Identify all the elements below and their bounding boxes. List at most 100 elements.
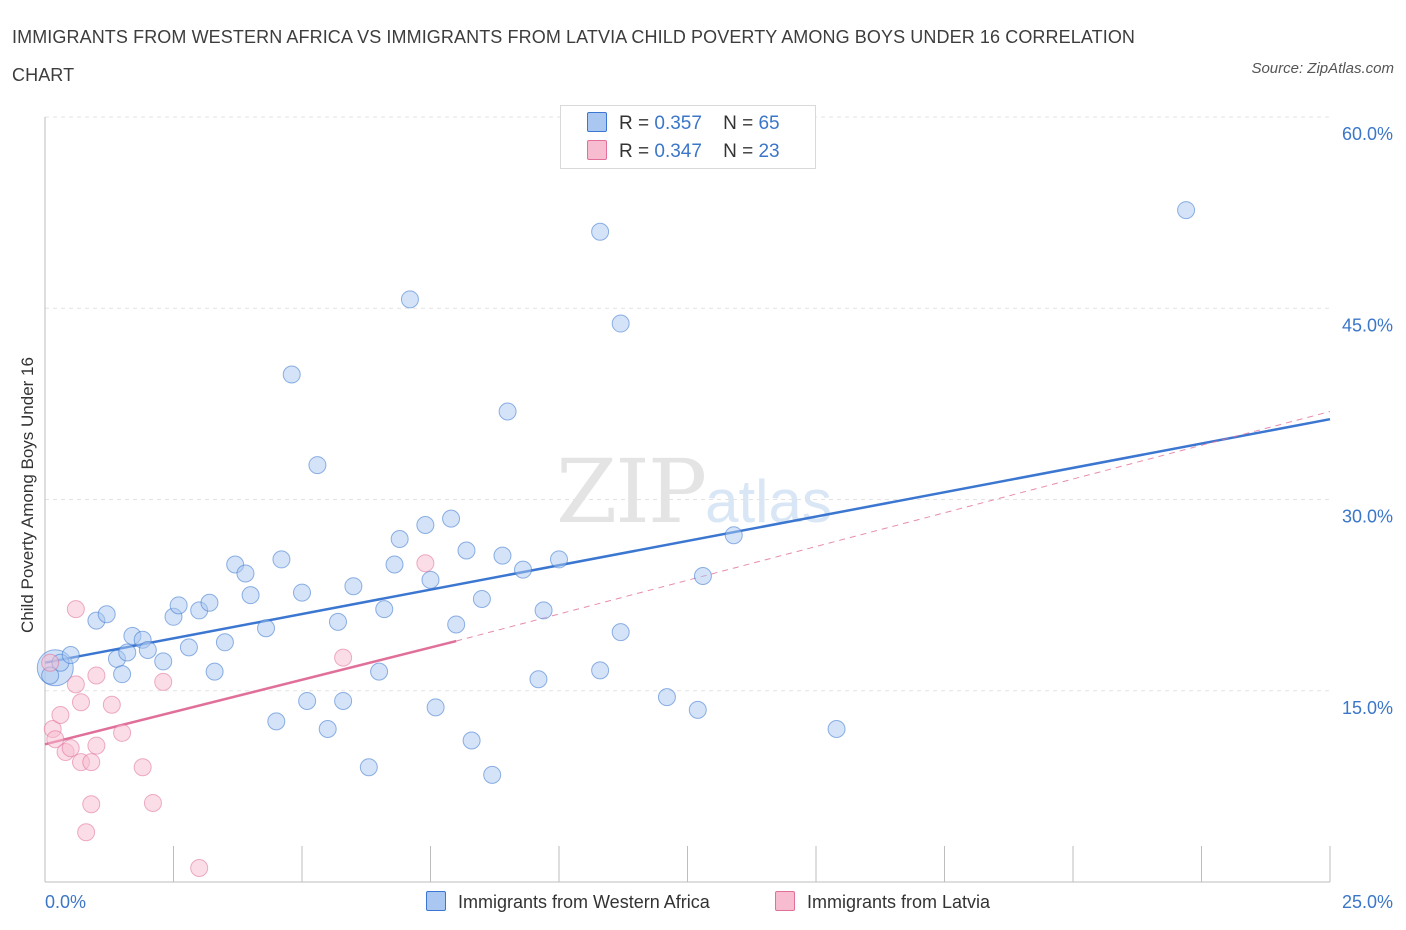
point-western-africa (154, 652, 173, 671)
axes (44, 117, 1331, 883)
r-value: 0.357 (654, 113, 702, 134)
point-western-africa (241, 586, 260, 605)
point-western-africa (693, 567, 712, 585)
point-latvia (113, 723, 132, 742)
point-western-africa (611, 623, 630, 642)
point-latvia (102, 695, 121, 714)
point-western-africa (498, 402, 517, 421)
point-western-africa (390, 530, 409, 549)
point-western-africa (370, 662, 389, 681)
point-latvia (66, 600, 85, 619)
point-latvia (66, 675, 85, 694)
point-latvia (190, 858, 209, 877)
source-note: Source: ZipAtlas.com (1251, 60, 1394, 77)
point-western-africa (462, 731, 481, 750)
point-latvia (154, 672, 173, 691)
point-western-africa (483, 765, 502, 784)
point-western-africa (688, 700, 707, 719)
legend: Immigrants from Western Africa Immigrant… (0, 888, 1406, 918)
chart-title: IMMIGRANTS FROM WESTERN AFRICA VS IMMIGR… (12, 27, 1136, 85)
point-western-africa (282, 365, 301, 384)
point-latvia (77, 823, 96, 842)
point-western-africa (385, 555, 404, 574)
point-western-africa (529, 670, 548, 689)
point-western-africa (179, 638, 198, 657)
n-label: N = (723, 113, 754, 134)
point-western-africa (334, 691, 353, 710)
point-western-africa (272, 550, 291, 569)
point-western-africa (426, 698, 445, 717)
point-latvia (51, 705, 70, 724)
legend-item-western-africa[interactable]: Immigrants from Western Africa (426, 888, 710, 916)
point-latvia (46, 730, 65, 749)
point-western-africa (236, 564, 255, 583)
point-latvia (416, 554, 435, 573)
r-value: 0.347 (654, 141, 702, 162)
point-western-africa (611, 314, 630, 333)
point-western-africa (591, 661, 610, 680)
trend-line-latvia-extended (456, 411, 1331, 642)
trend-line-western-africa (44, 417, 1331, 664)
point-western-africa (328, 612, 347, 631)
legend-item-latvia[interactable]: Immigrants from Latvia (775, 888, 990, 916)
point-western-africa (97, 605, 116, 624)
n-value: 23 (758, 141, 780, 162)
stats-row-latvia: R = 0.347 N = 23 (587, 138, 780, 166)
point-latvia (143, 793, 162, 812)
point-latvia (82, 753, 101, 772)
legend-label: Immigrants from Western Africa (458, 892, 710, 912)
x-tick-label: 25.0% (1342, 892, 1393, 912)
point-latvia (82, 795, 101, 814)
point-western-africa (113, 665, 132, 684)
x-tick-label: 0.0% (45, 892, 86, 912)
point-western-africa (375, 600, 394, 619)
stats-row-western-africa: R = 0.357 N = 65 (587, 110, 780, 138)
r-label: R = (619, 113, 650, 134)
point-western-africa (457, 541, 476, 560)
data-points (36, 201, 1196, 877)
y-axis-label: Child Poverty Among Boys Under 16 (18, 357, 37, 633)
point-western-africa (416, 516, 435, 534)
y-tick-label: 15.0% (1342, 698, 1393, 718)
point-western-africa (267, 712, 286, 731)
point-western-africa (493, 546, 512, 565)
point-western-africa (359, 758, 378, 777)
watermark: ZIPatlas (556, 440, 832, 543)
point-western-africa (293, 583, 311, 602)
y-tick-label: 45.0% (1342, 315, 1393, 335)
r-label: R = (619, 141, 650, 162)
y-tick-label: 30.0% (1342, 507, 1393, 527)
point-latvia (87, 666, 106, 685)
point-western-africa (308, 456, 327, 475)
watermark-atlas: atlas (705, 468, 832, 535)
point-latvia (133, 758, 152, 777)
trend-lines (44, 411, 1331, 746)
point-western-africa (447, 615, 466, 634)
point-western-africa (138, 640, 157, 659)
point-latvia (87, 736, 106, 755)
point-western-africa (318, 720, 337, 738)
point-western-africa (472, 589, 491, 608)
point-latvia (71, 693, 90, 712)
y-tick-label: 60.0% (1342, 124, 1393, 144)
point-latvia (41, 653, 60, 672)
point-western-africa (215, 633, 234, 652)
n-label: N = (723, 141, 754, 162)
legend-swatch-latvia (775, 891, 795, 911)
point-western-africa (534, 601, 553, 620)
point-western-africa (400, 290, 419, 309)
point-western-africa (344, 577, 363, 596)
point-western-africa (827, 720, 846, 738)
legend-label: Immigrants from Latvia (807, 892, 991, 912)
legend-swatch-western-africa (426, 891, 446, 911)
point-western-africa (118, 643, 137, 662)
point-western-africa (657, 688, 676, 707)
trend-line-latvia (44, 639, 457, 746)
stats-box: R = 0.357 N = 65 R = 0.347 N = 23 (560, 105, 816, 169)
point-western-africa (442, 509, 461, 528)
point-latvia (334, 648, 353, 667)
stats-swatch-western-africa (587, 112, 607, 132)
point-western-africa (724, 526, 743, 545)
point-western-africa (257, 619, 276, 638)
